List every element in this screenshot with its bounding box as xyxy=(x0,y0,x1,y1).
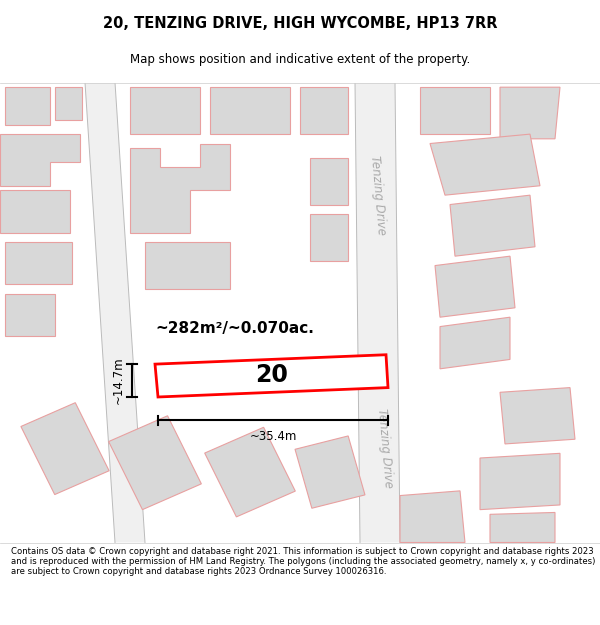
Polygon shape xyxy=(109,416,202,509)
Polygon shape xyxy=(130,88,200,134)
Polygon shape xyxy=(450,195,535,256)
Polygon shape xyxy=(55,88,82,120)
Polygon shape xyxy=(21,402,109,494)
Text: ~282m²/~0.070ac.: ~282m²/~0.070ac. xyxy=(155,321,314,336)
Polygon shape xyxy=(205,428,295,517)
Polygon shape xyxy=(355,82,400,542)
Polygon shape xyxy=(480,453,560,509)
Polygon shape xyxy=(210,88,290,134)
Text: Tenzing Drive: Tenzing Drive xyxy=(368,155,388,236)
Polygon shape xyxy=(490,512,555,542)
Polygon shape xyxy=(85,82,145,542)
Polygon shape xyxy=(400,491,465,542)
Polygon shape xyxy=(500,388,575,444)
Polygon shape xyxy=(310,214,348,261)
Polygon shape xyxy=(130,144,230,232)
Text: ~35.4m: ~35.4m xyxy=(250,430,296,443)
Text: Contains OS data © Crown copyright and database right 2021. This information is : Contains OS data © Crown copyright and d… xyxy=(11,547,595,576)
Polygon shape xyxy=(295,436,365,508)
Polygon shape xyxy=(145,242,230,289)
Polygon shape xyxy=(500,88,560,139)
Polygon shape xyxy=(435,256,515,318)
Text: 20, TENZING DRIVE, HIGH WYCOMBE, HP13 7RR: 20, TENZING DRIVE, HIGH WYCOMBE, HP13 7R… xyxy=(103,16,497,31)
Polygon shape xyxy=(430,134,540,195)
Text: Tenzing Drive: Tenzing Drive xyxy=(375,408,395,489)
Polygon shape xyxy=(5,88,50,125)
Text: Map shows position and indicative extent of the property.: Map shows position and indicative extent… xyxy=(130,53,470,66)
Polygon shape xyxy=(155,355,388,397)
Polygon shape xyxy=(310,158,348,204)
Polygon shape xyxy=(440,318,510,369)
Text: ~14.7m: ~14.7m xyxy=(112,357,125,404)
Polygon shape xyxy=(300,88,348,134)
Polygon shape xyxy=(420,88,490,134)
Polygon shape xyxy=(0,134,80,186)
Polygon shape xyxy=(5,242,72,284)
Polygon shape xyxy=(5,294,55,336)
Text: 20: 20 xyxy=(256,363,289,388)
Polygon shape xyxy=(0,191,70,232)
